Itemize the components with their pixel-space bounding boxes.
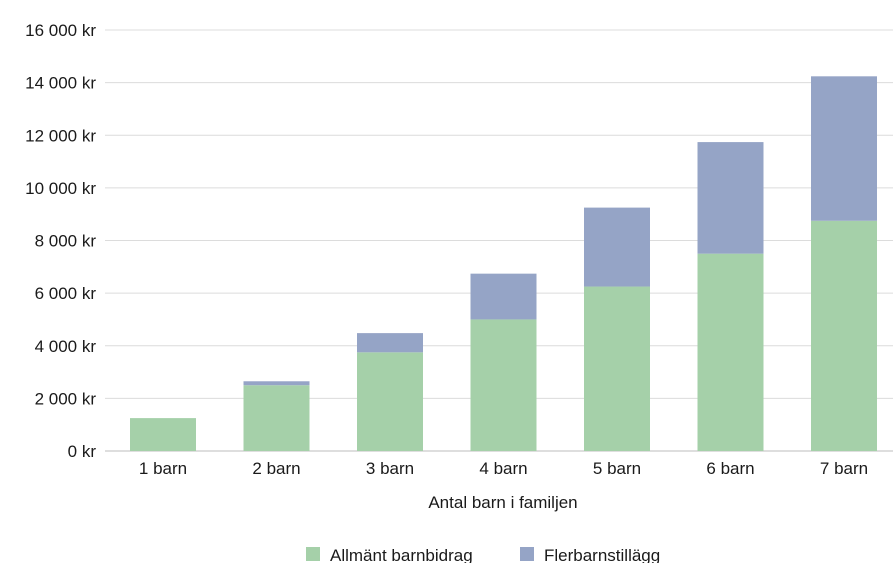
bar-segment-flerbarnstillagg [811,76,877,221]
x-tick-label: 4 barn [479,459,527,478]
y-tick-label: 8 000 kr [35,232,97,251]
y-tick-label: 6 000 kr [35,284,97,303]
gridlines [105,29,893,452]
y-tick-label: 16 000 kr [25,21,96,40]
y-tick-label: 2 000 kr [35,389,97,408]
bar-segment-flerbarnstillagg [697,142,764,254]
y-tick-label: 14 000 kr [25,74,96,93]
x-tick-label: 1 barn [139,459,187,478]
bar-segment-allmant-barnbidrag [357,352,423,451]
bars [130,76,877,451]
y-tick-label: 4 000 kr [35,337,97,356]
bar-segment-allmant-barnbidrag [243,385,310,451]
legend-swatch [520,547,534,561]
bar-segment-allmant-barnbidrag [584,286,650,451]
bar-segment-flerbarnstillagg [243,381,310,386]
bar-segment-flerbarnstillagg [357,333,423,353]
x-tick-label: 5 barn [593,459,641,478]
y-axis-tick-labels: 0 kr 2 000 kr 4 000 kr 6 000 kr 8 000 kr 10 0… [25,21,96,461]
legend-label: Allmänt barnbidrag [330,546,473,563]
x-tick-label: 3 barn [366,459,414,478]
y-tick-label: 10 000 kr [25,179,96,198]
bar-segment-allmant-barnbidrag [811,220,877,451]
bar-segment-flerbarnstillagg [470,273,537,320]
bar-segment-flerbarnstillagg [584,207,650,287]
y-tick-label: 12 000 kr [25,126,96,145]
x-tick-label: 7 barn [820,459,868,478]
x-tick-label: 2 barn [252,459,300,478]
bar-segment-allmant-barnbidrag [130,418,196,451]
legend-label: Flerbarnstillägg [544,546,660,563]
x-axis-title: Antal barn i familjen [428,493,577,512]
y-tick-label: 0 kr [68,442,97,461]
bar-segment-allmant-barnbidrag [697,253,764,451]
legend-swatch [306,547,320,561]
x-axis-tick-labels: 1 barn 2 barn 3 barn 4 barn 5 barn 6 barn 7 ba… [139,459,868,478]
legend: Allmänt barnbidrag Flerbarnstillägg [306,546,660,563]
bar-segment-allmant-barnbidrag [470,319,537,451]
x-tick-label: 6 barn [706,459,754,478]
